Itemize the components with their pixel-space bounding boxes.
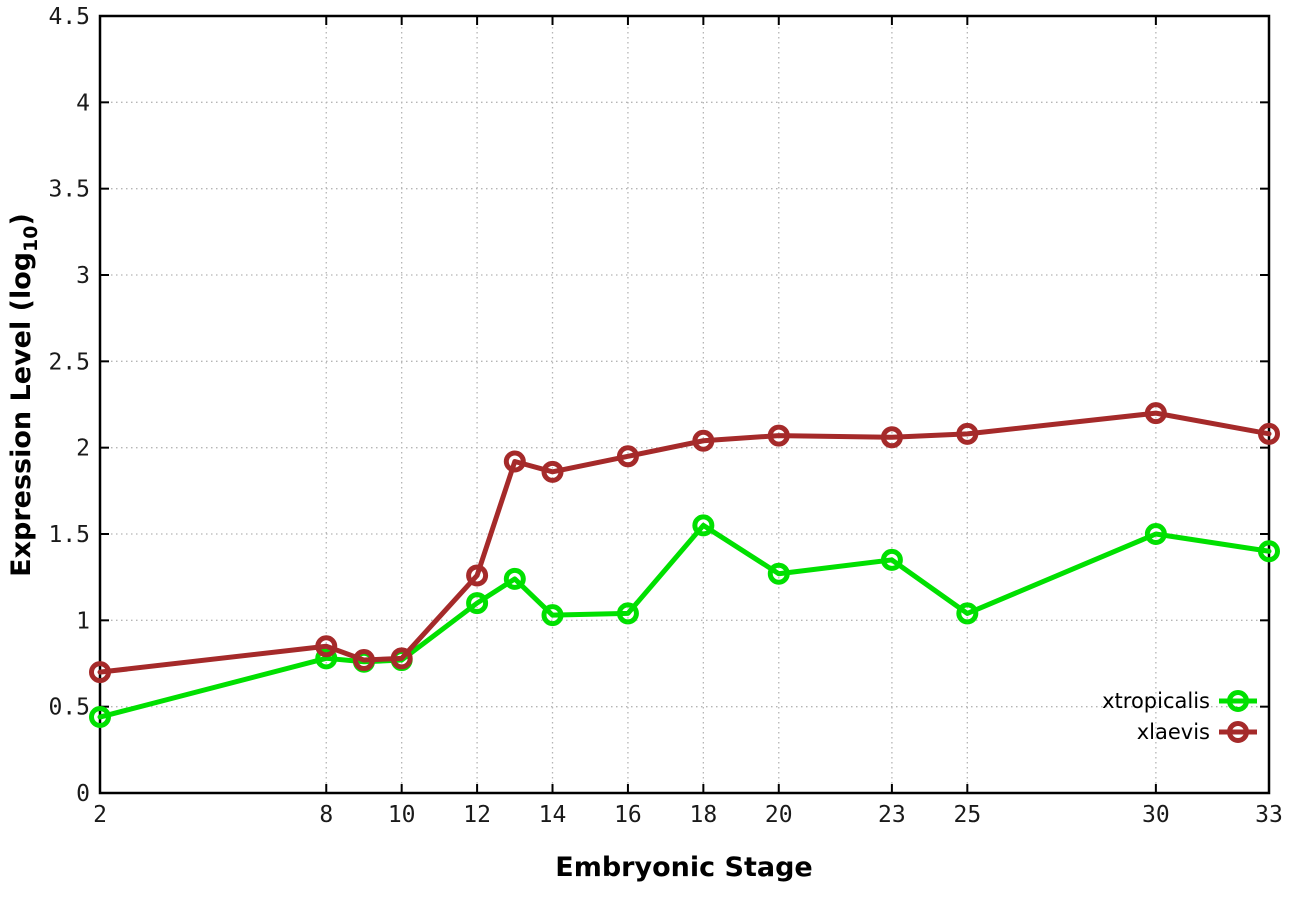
x-tick-label: 33 <box>1255 802 1283 828</box>
x-tick-label: 18 <box>690 802 718 828</box>
data-point-xtropicalis <box>767 562 790 585</box>
y-axis-title-suffix: ) <box>6 213 37 225</box>
data-point-xtropicalis <box>315 647 338 670</box>
data-point-xlaevis <box>466 564 489 587</box>
x-tick-label: 2 <box>93 802 107 828</box>
series-line-xlaevis <box>97 410 1272 675</box>
y-tick-label: 2 <box>76 436 90 462</box>
x-tick-label: 16 <box>614 802 642 828</box>
x-tick-label: 23 <box>878 802 906 828</box>
y-tick-label: 0 <box>76 781 90 807</box>
data-point-xtropicalis <box>89 706 111 729</box>
x-tick-label: 10 <box>388 802 416 828</box>
data-point-xlaevis <box>1258 422 1280 445</box>
y-tick-label: 2.5 <box>48 349 90 375</box>
data-point-xlaevis <box>390 647 413 670</box>
data-point-xtropicalis <box>956 602 979 625</box>
y-tick-label: 0.5 <box>48 695 90 721</box>
y-tick-label: 4 <box>76 90 90 116</box>
data-point-xtropicalis <box>466 592 489 615</box>
y-axis-title: Expression Level (log10) <box>6 213 42 577</box>
x-tick-label: 12 <box>463 802 491 828</box>
data-point-xlaevis <box>616 445 639 468</box>
data-point-xlaevis <box>352 649 375 672</box>
x-axis-title: Embryonic Stage <box>555 852 812 883</box>
data-point-xtropicalis <box>616 602 639 625</box>
data-point-xlaevis <box>503 450 526 473</box>
x-tick-label: 14 <box>539 802 567 828</box>
y-tick-label: 1 <box>76 608 90 634</box>
data-point-xlaevis <box>880 426 903 449</box>
data-point-xtropicalis <box>880 548 903 571</box>
data-point-xtropicalis <box>503 567 526 590</box>
x-tick-label: 20 <box>765 802 793 828</box>
data-point-xlaevis <box>1144 402 1167 425</box>
data-point-xtropicalis <box>692 514 715 537</box>
data-point-xlaevis <box>541 460 564 483</box>
x-tick-label: 25 <box>953 802 981 828</box>
y-axis-title-prefix: Expression Level (log <box>6 252 37 577</box>
x-tick-label: 30 <box>1142 802 1170 828</box>
data-point-xtropicalis <box>1144 523 1167 545</box>
y-tick-label: 3 <box>76 263 90 289</box>
data-point-xtropicalis <box>541 604 564 627</box>
data-point-xlaevis <box>956 422 979 445</box>
legend-label-xtropicalis: xtropicalis <box>1102 689 1210 713</box>
legend-label-xlaevis: xlaevis <box>1137 720 1210 744</box>
data-point-xlaevis <box>89 661 111 684</box>
y-tick-label: 1.5 <box>48 522 90 548</box>
data-point-xtropicalis <box>1258 540 1280 563</box>
legend-marker-xlaevis <box>1227 721 1249 743</box>
series-line-xtropicalis <box>97 522 1272 720</box>
x-tick-label: 8 <box>319 802 333 828</box>
data-point-xlaevis <box>315 635 338 658</box>
y-axis-title-subscript: 10 <box>20 225 42 251</box>
plot-border <box>98 14 1271 795</box>
legend-marker-xtropicalis <box>1227 690 1249 712</box>
y-tick-label: 4.5 <box>48 4 90 30</box>
data-point-xlaevis <box>767 424 790 447</box>
data-point-xlaevis <box>692 429 715 452</box>
y-tick-label: 3.5 <box>48 177 90 203</box>
